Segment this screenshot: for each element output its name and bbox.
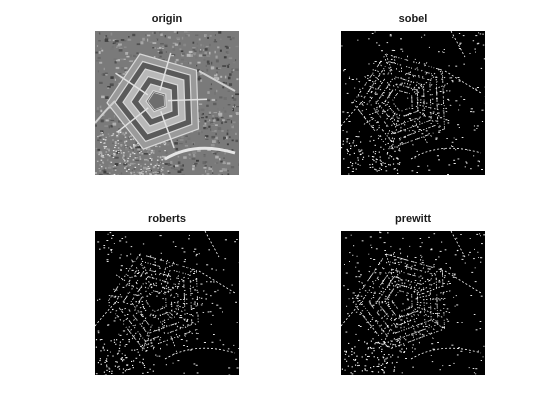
- sobel-edge-image-edges: [341, 31, 485, 175]
- sobel-panel: sobel: [341, 13, 485, 175]
- roberts-title: roberts: [148, 213, 186, 225]
- sobel-edge-image-background: [341, 31, 485, 175]
- origin-panel: origin: [95, 13, 239, 175]
- sobel-edge-image: [341, 31, 485, 175]
- prewitt-title: prewitt: [394, 213, 432, 225]
- prewitt-edge-image: [341, 231, 485, 375]
- origin-pentagon: [106, 52, 208, 150]
- roberts-edge-image-background: [95, 231, 239, 375]
- roberts-panel: roberts: [95, 213, 239, 375]
- roberts-edge-image: [95, 231, 239, 375]
- origin-image: [95, 31, 239, 175]
- prewitt-edge-image-background: [341, 231, 485, 375]
- prewitt-edge-image-edges: [341, 231, 485, 375]
- origin-title: origin: [151, 13, 183, 25]
- prewitt-panel: prewitt: [341, 213, 485, 375]
- origin-roads: [95, 70, 236, 161]
- sobel-title: sobel: [398, 13, 428, 25]
- roberts-edge-image-edges: [95, 231, 239, 375]
